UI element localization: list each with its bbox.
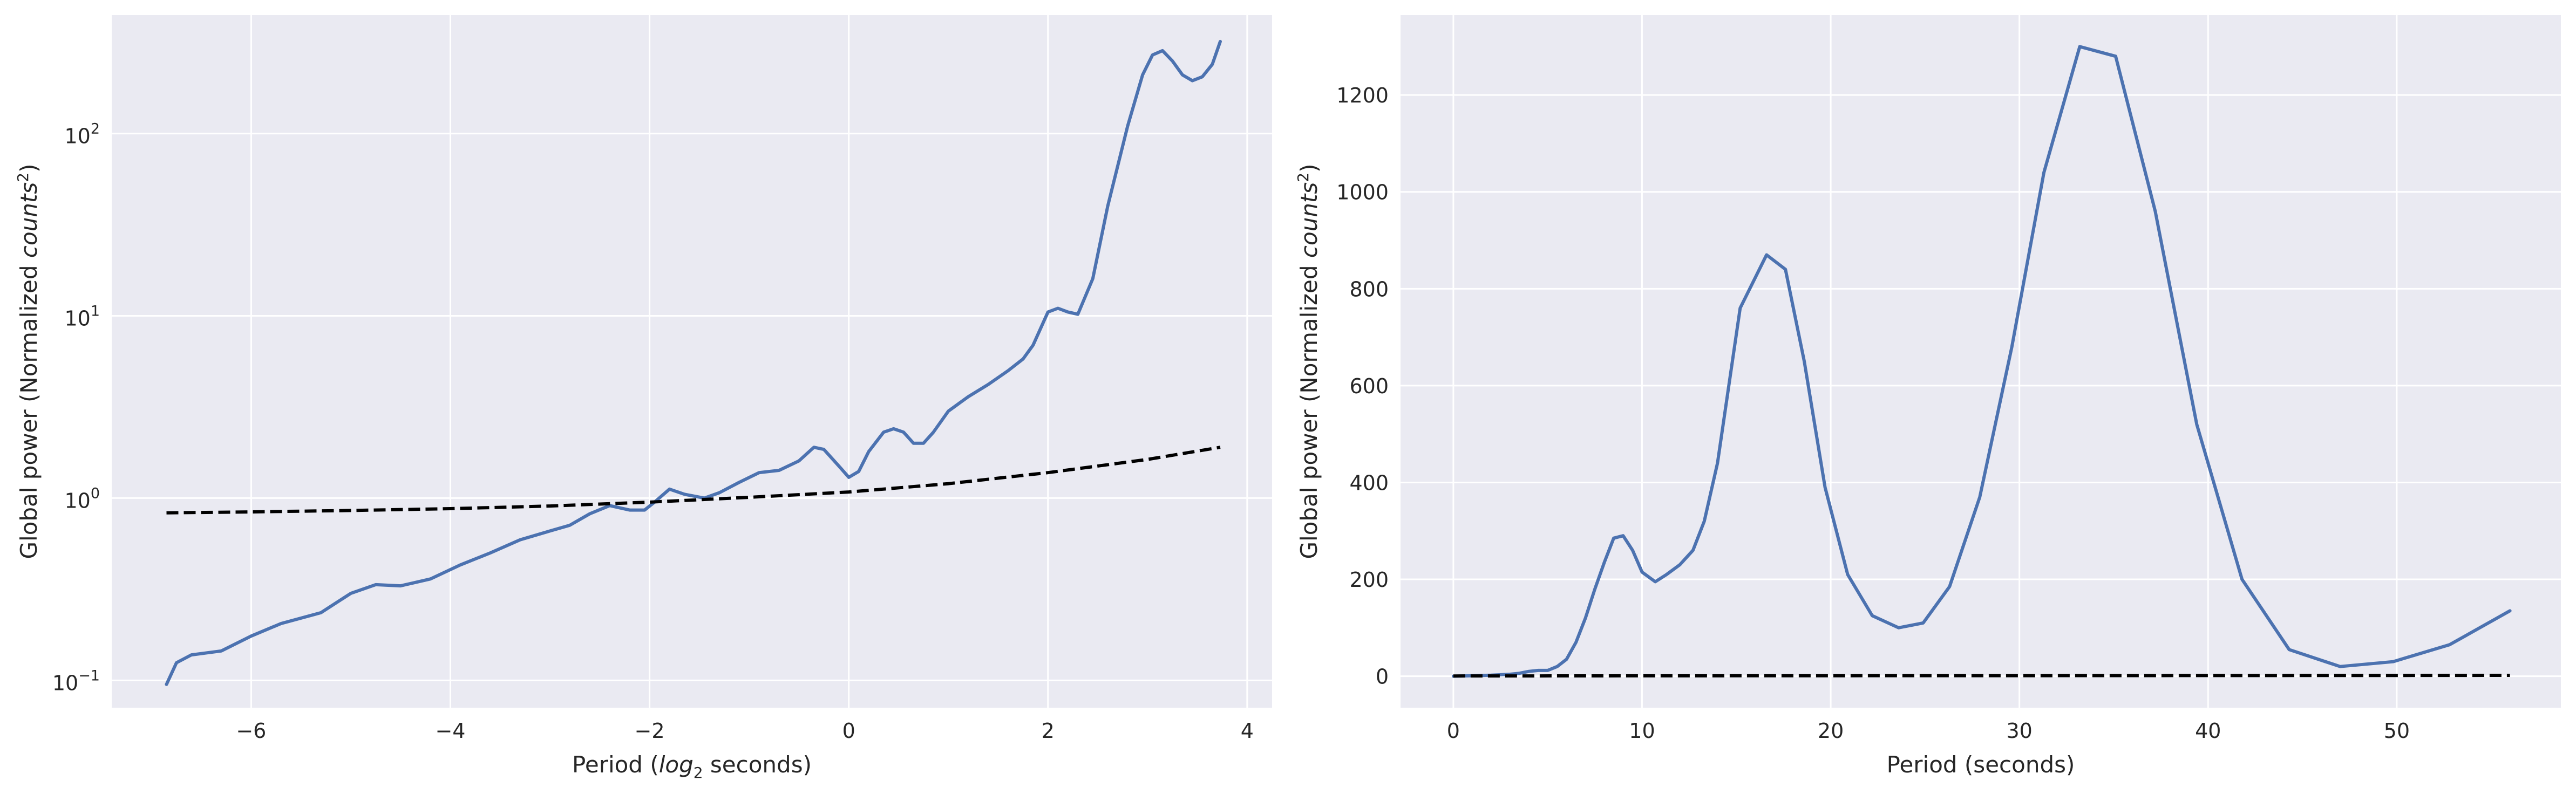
left-y-tick-label: 101 [64,303,100,331]
left-y-tick-label: 102 [64,121,100,148]
left-x-tick-labels: −6 −4 −2 0 2 4 [236,719,1254,743]
left-y-tick-label: 100 [64,485,100,512]
right-plot-area [1401,15,2561,708]
right-x-tick-label: 10 [1629,719,1655,743]
left-x-axis-label: Period (log2 seconds) [572,751,812,782]
right-x-tick-label: 30 [2006,719,2032,743]
left-dashed-series-line [166,446,1221,515]
right-series [1451,45,2512,678]
right-x-axis-label: Period (seconds) [1887,751,2075,778]
left-grid [112,15,1272,708]
right-y-tick-label: 1200 [1336,84,1389,107]
right-power-series-line [1451,45,2512,678]
right-x-tick-label: 50 [2384,719,2410,743]
right-x-tick-label: 0 [1447,719,1460,743]
left-power-series-line [165,39,1222,686]
right-x-tick-label: 40 [2195,719,2221,743]
right-y-tick-label: 400 [1349,471,1389,495]
right-y-tick-label: 0 [1376,665,1389,689]
left-x-tick-label: 0 [842,719,855,743]
left-x-tick-label: −6 [236,719,266,743]
right-x-tick-labels: 0 10 20 30 40 50 [1447,719,2410,743]
left-x-tick-label: 2 [1042,719,1055,743]
right-y-tick-label: 1000 [1336,181,1389,204]
right-y-tick-labels: 0 200 400 600 800 1000 1200 [1336,84,1389,688]
right-y-tick-label: 800 [1349,277,1389,301]
left-y-tick-labels: 10−1 100 101 102 [52,121,100,695]
right-y-axis-label: Global power (Normalized counts2) [1294,163,1322,559]
left-chart: −6 −4 −2 0 2 4 10−1 100 101 102 Period (log2 sec… [14,15,1272,782]
left-x-tick-label: −2 [635,719,665,743]
left-plot-area [112,15,1272,708]
right-chart: 0 10 20 30 40 50 0 200 400 600 800 1000 1200 Period… [1294,15,2561,778]
right-dashed-series-line [1453,674,2510,678]
left-x-tick-label: 4 [1241,719,1254,743]
left-y-axis-label: Global power (Normalized counts2) [14,163,42,559]
right-x-tick-label: 20 [1818,719,1844,743]
right-y-tick-label: 200 [1349,568,1389,592]
left-y-tick-label: 10−1 [52,667,100,695]
right-y-tick-label: 600 [1349,374,1389,398]
left-series [165,39,1222,686]
left-x-tick-label: −4 [435,719,465,743]
